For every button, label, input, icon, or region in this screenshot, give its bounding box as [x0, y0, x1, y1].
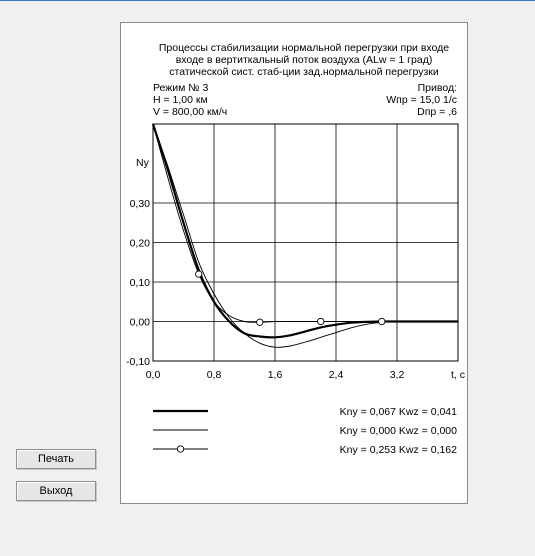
chart-title: Процессы стабилизации нормальной перегру… [159, 42, 449, 78]
plot-frame [152, 123, 459, 362]
series-line-2 [152, 123, 458, 348]
x-tick-label: 2,4 [329, 369, 344, 381]
wnp-label: Wпр = 15,0 1/с [386, 94, 457, 106]
series-line-1 [151, 123, 458, 339]
tick-labels: 0,0 0,8 1,6 2,4 3,2 0,30 0,20 0,10 0,00 -0,10 [126, 198, 404, 381]
chart-grid [153, 124, 458, 361]
drive-label: Привод: [418, 82, 457, 94]
title-line-2: входе в вертиткальный поток воздуха (ALw… [176, 54, 433, 66]
legend-label: Kny = 0,253 Kwz = 0,162 [340, 444, 457, 456]
speed-label: V = 800,00 км/ч [153, 106, 227, 118]
x-tick-label: 3,2 [390, 369, 405, 381]
y-axis-label: Ny [136, 157, 150, 169]
print-button[interactable]: Печать [16, 449, 96, 469]
chart-panel: Процессы стабилизации нормальной перегру… [120, 22, 468, 504]
title-line-3: статической сист. стаб-ции зад.нормально… [169, 66, 439, 78]
chart-svg: Процессы стабилизации нормальной перегру… [126, 42, 465, 456]
y-tick-label: 0,10 [130, 277, 151, 289]
window-top-border [0, 0, 535, 1]
height-label: H = 1,00 км [153, 94, 208, 106]
exit-button[interactable]: Выход [16, 481, 96, 501]
y-tick-label: 0,00 [130, 317, 151, 329]
series-marker [256, 318, 264, 326]
mode-label: Режим № 3 [153, 82, 208, 94]
x-tick-label: 0,8 [207, 369, 222, 381]
chart-legend: Kny = 0,067 Kwz = 0,041 Kny = 0,000 Kwz =… [153, 406, 457, 456]
x-tick-label: 1,6 [268, 369, 283, 381]
y-tick-label: -0,10 [126, 356, 150, 368]
dnp-label: Dпр = ,6 [417, 106, 457, 118]
title-line-1: Процессы стабилизации нормальной перегру… [159, 42, 449, 54]
y-tick-label: 0,20 [130, 238, 151, 250]
chart-series [151, 123, 458, 348]
series-marker [378, 317, 386, 326]
x-axis-label: t, с [451, 369, 465, 381]
legend-label: Kny = 0,067 Kwz = 0,041 [340, 406, 457, 418]
series-marker [317, 317, 325, 326]
legend-marker [176, 445, 185, 453]
y-tick-label: 0,30 [130, 198, 151, 210]
legend-label: Kny = 0,000 Kwz = 0,000 [340, 425, 457, 437]
series-marker [195, 270, 203, 278]
x-tick-label: 0,0 [146, 369, 161, 381]
series-line-3 [152, 123, 458, 323]
